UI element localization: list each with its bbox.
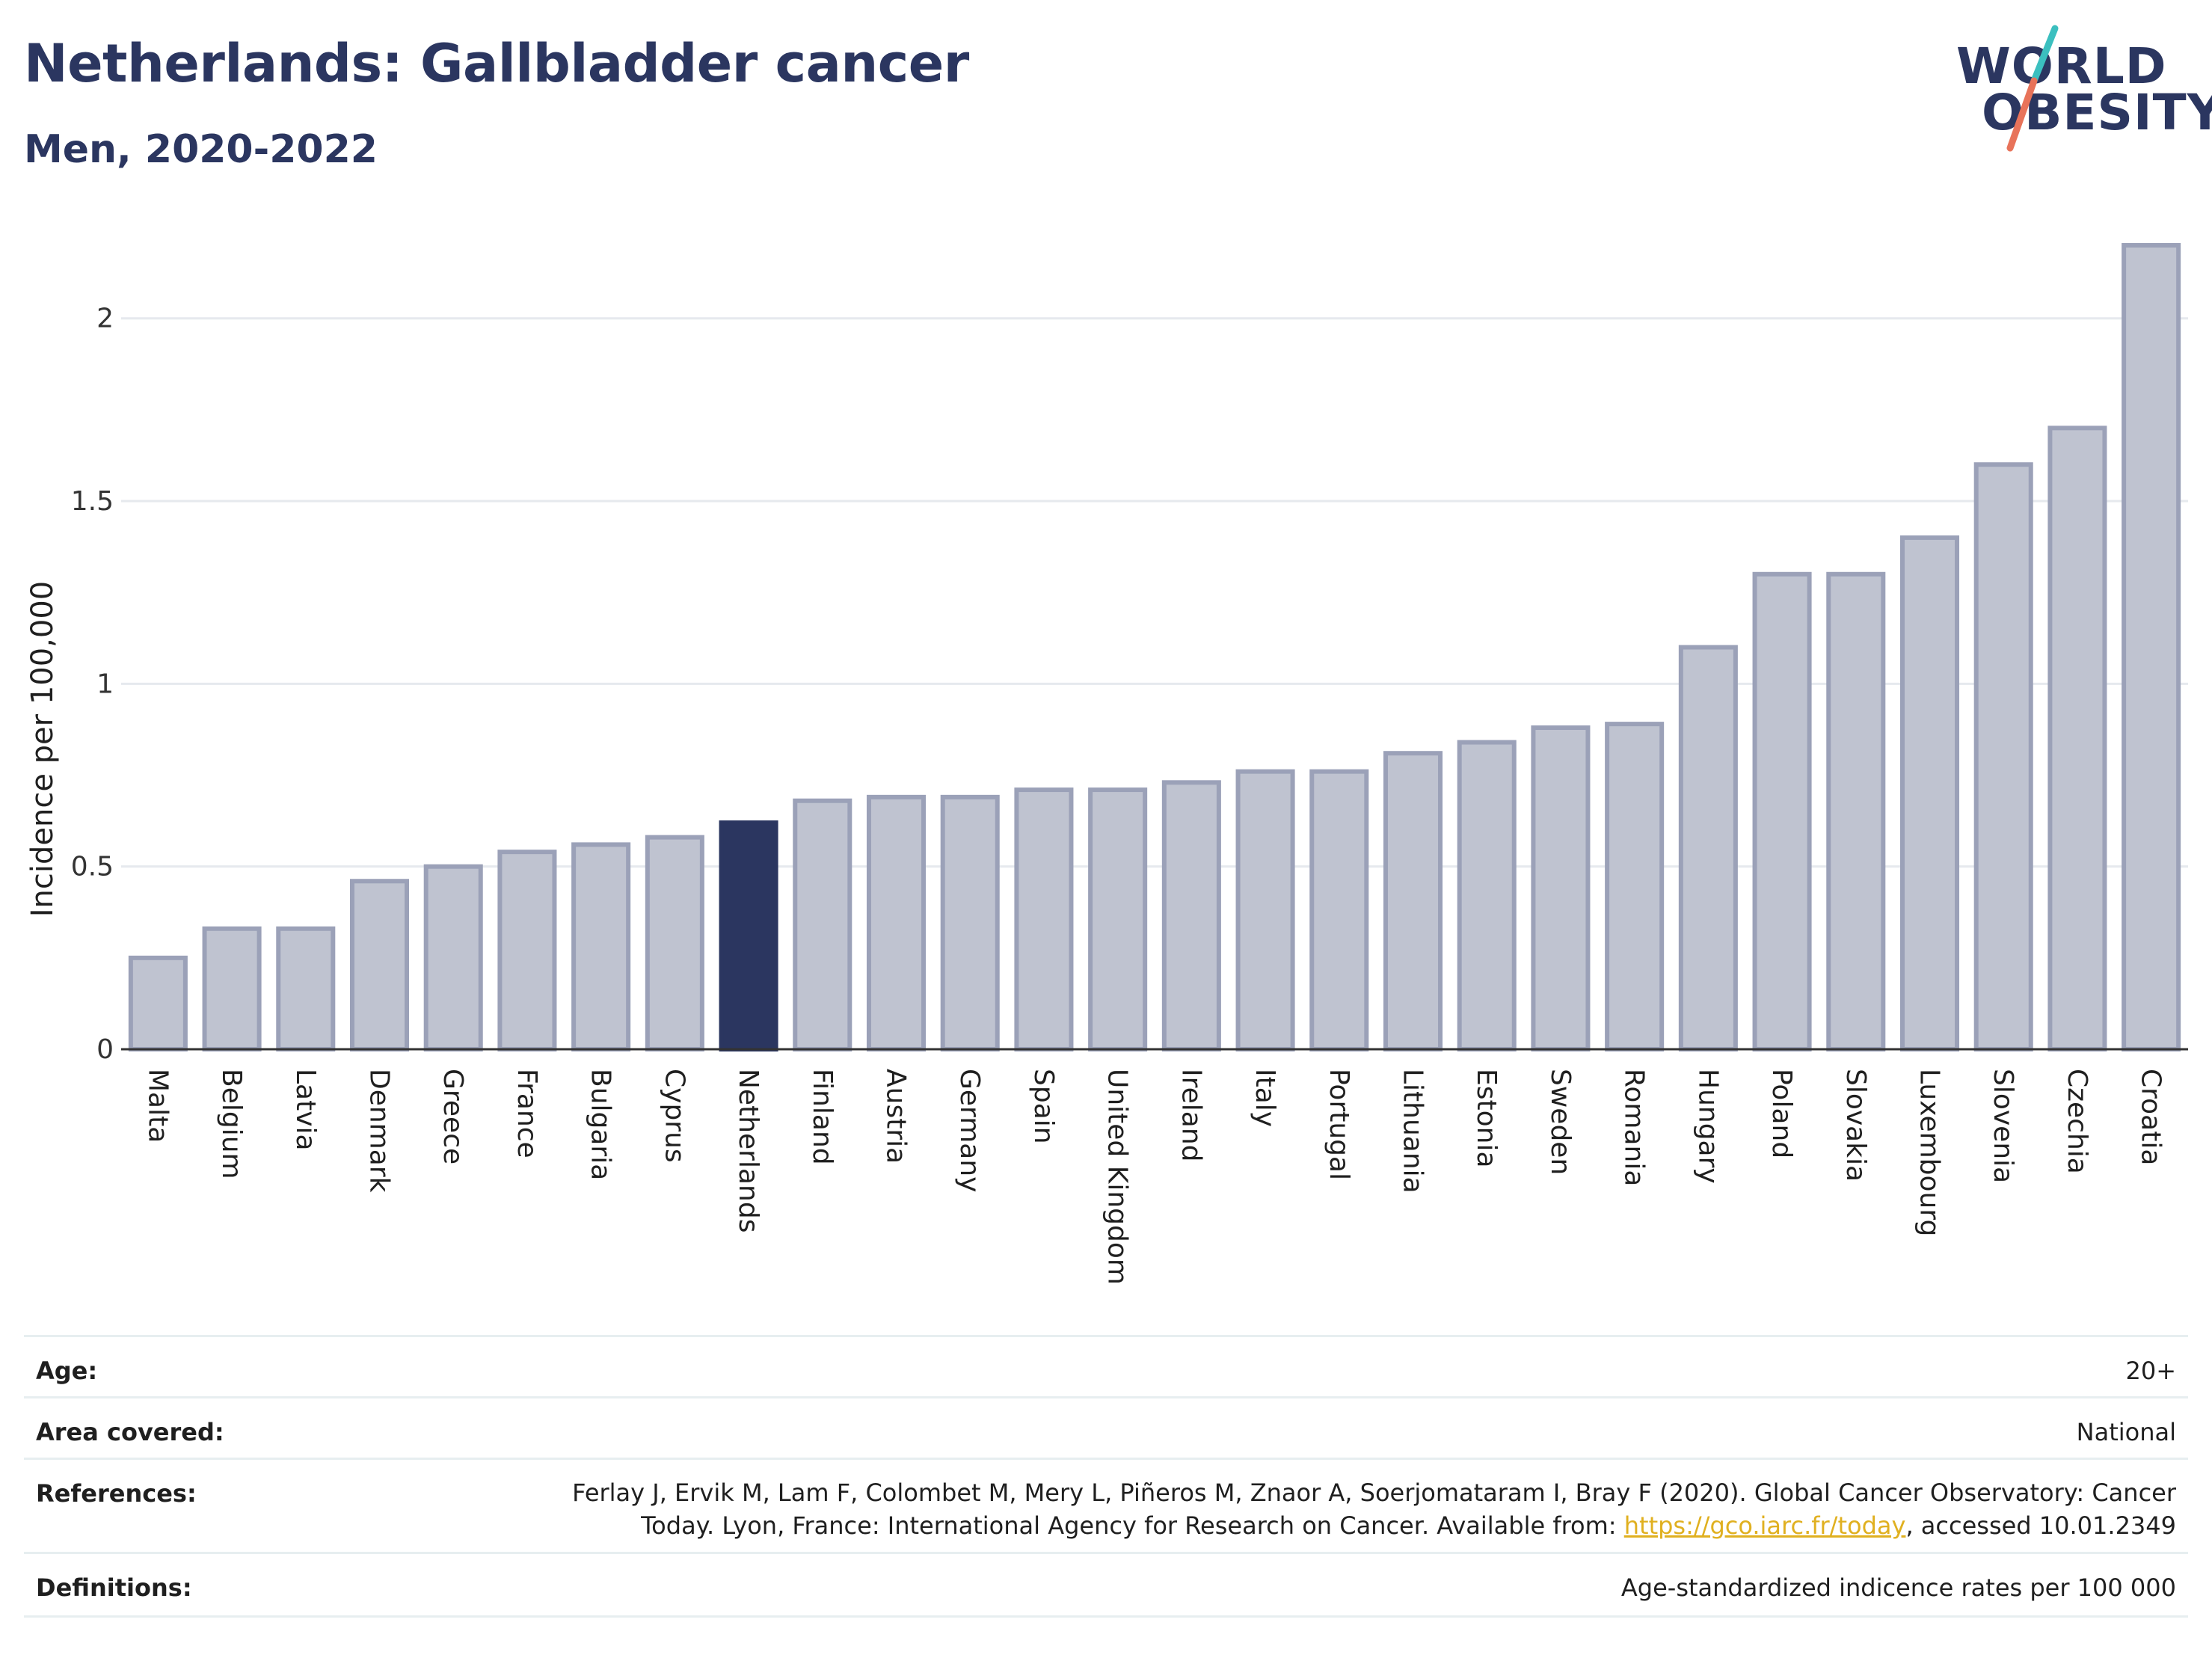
x-tick-label: Czechia — [2062, 1069, 2092, 1174]
x-tick-label: France — [511, 1069, 542, 1158]
y-tick-label: 1 — [96, 669, 114, 699]
bar-denmark — [349, 879, 410, 1052]
bar-belgium — [202, 926, 262, 1051]
bar-luxembourg — [1899, 535, 1960, 1051]
x-tick-label: Austria — [881, 1069, 912, 1164]
references-text: Ferlay J, Ervik M, Lam F, Colombet M, Me… — [456, 1476, 2176, 1542]
x-tick-label: Belgium — [216, 1069, 247, 1179]
age-value: 20+ — [2125, 1357, 2176, 1385]
bar-ireland — [1161, 780, 1221, 1051]
x-tick-label: Ireland — [1176, 1069, 1206, 1162]
x-tick-label: Portugal — [1324, 1069, 1354, 1180]
x-tick-label: Netherlands — [733, 1069, 764, 1232]
x-tick-label: Cyprus — [659, 1069, 689, 1163]
bar-cyprus — [645, 835, 704, 1052]
y-tick-label: 2 — [96, 304, 114, 334]
references-link[interactable]: https://gco.iarc.fr/today — [1623, 1511, 1906, 1540]
page-title: Netherlands: Gallbladder cancer — [24, 33, 969, 94]
x-tick-label: Greece — [437, 1069, 468, 1164]
references-line-1: Ferlay J, Ervik M, Lam F, Colombet M, Me… — [572, 1479, 2176, 1507]
y-tick-label: 0.5 — [71, 852, 114, 882]
bar-romania — [1605, 722, 1665, 1051]
y-tick-label: 1.5 — [71, 486, 114, 517]
references-line-2: Today. Lyon, France: International Agenc… — [456, 1509, 2176, 1542]
x-tick-label: United Kingdom — [1102, 1069, 1133, 1285]
bar-croatia — [2122, 243, 2181, 1051]
x-tick-label: Bulgaria — [586, 1069, 616, 1180]
bar-slovenia — [1973, 462, 2033, 1051]
area-value: National — [2076, 1418, 2176, 1446]
x-tick-label: Italy — [1250, 1069, 1280, 1127]
x-tick-label: Latvia — [290, 1069, 321, 1151]
page-subtitle: Men, 2020-2022 — [24, 127, 378, 172]
bar-finland — [793, 798, 852, 1052]
bar-malta — [128, 955, 188, 1052]
bar-italy — [1235, 769, 1295, 1051]
x-tick-label: Estonia — [1471, 1069, 1502, 1168]
logo-slash-icon — [2006, 25, 2059, 152]
bar-sweden — [1531, 725, 1591, 1051]
meta-row-definitions: Definitions: Age-standardized indicence … — [24, 1552, 2188, 1618]
bar-hungary — [1678, 645, 1738, 1051]
x-tick-label: Finland — [807, 1069, 838, 1165]
bar-spain — [1014, 787, 1074, 1052]
bar-slovakia — [1826, 571, 1886, 1051]
meta-row-references: References: Ferlay J, Ervik M, Lam F, Co… — [24, 1458, 2188, 1554]
x-tick-label: Germany — [954, 1069, 985, 1192]
bar-latvia — [276, 926, 336, 1051]
bar-bulgaria — [571, 842, 631, 1051]
x-tick-label: Poland — [1766, 1069, 1797, 1158]
references-line-2-prefix: Today. Lyon, France: International Agenc… — [641, 1511, 1624, 1540]
x-tick-label: Malta — [142, 1069, 173, 1143]
logo-line-1: WORLD — [1956, 37, 2167, 95]
x-tick-label: Hungary — [1692, 1069, 1723, 1184]
bar-united-kingdom — [1088, 787, 1148, 1052]
x-tick-label: Lithuania — [1398, 1069, 1428, 1194]
definitions-value: Age-standardized indicence rates per 100… — [1620, 1573, 2176, 1602]
x-tick-label: Luxembourg — [1914, 1069, 1945, 1236]
world-obesity-logo: WORLD OBESITY — [1944, 22, 2212, 157]
x-tick-label: Slovakia — [1840, 1069, 1871, 1182]
x-tick-label: Sweden — [1545, 1069, 1576, 1175]
x-tick-label: Spain — [1028, 1069, 1059, 1144]
bar-austria — [866, 794, 927, 1052]
x-tick-label: Denmark — [364, 1069, 395, 1193]
definitions-label: Definitions: — [36, 1573, 192, 1602]
area-label: Area covered: — [36, 1418, 224, 1446]
bar-portugal — [1309, 769, 1369, 1051]
y-tick-label: 0 — [96, 1034, 114, 1065]
x-tick-label: Slovenia — [1988, 1069, 2018, 1183]
bar-chart: 0 0.5 1 1.5 2 Incidence per 100,000 Malta Belgi… — [25, 243, 2188, 1285]
references-line-2-suffix: , accessed 10.01.2349 — [1905, 1511, 2176, 1540]
meta-row-area: Area covered: National — [24, 1396, 2188, 1460]
y-axis-label: Incidence per 100,000 — [25, 581, 60, 918]
bar-poland — [1752, 571, 1812, 1051]
bar-estonia — [1457, 740, 1517, 1052]
age-label: Age: — [36, 1357, 98, 1385]
x-tick-label: Romania — [1619, 1069, 1650, 1186]
meta-row-age: Age: 20+ — [24, 1335, 2188, 1398]
references-label: References: — [36, 1479, 197, 1508]
bar-france — [497, 850, 557, 1051]
bar-czechia — [2047, 426, 2107, 1051]
bar-lithuania — [1383, 751, 1443, 1051]
bar-netherlands — [719, 820, 778, 1051]
bar-greece — [423, 864, 483, 1051]
x-tick-label: Croatia — [2136, 1069, 2166, 1165]
bar-germany — [940, 794, 1000, 1052]
